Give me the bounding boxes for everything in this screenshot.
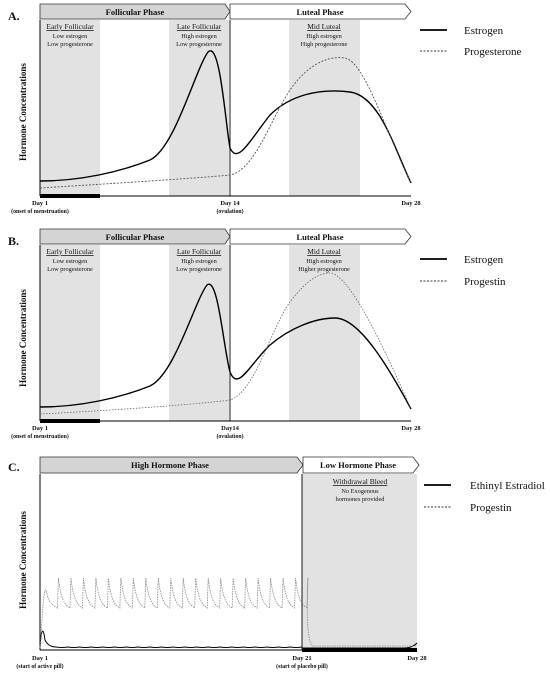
panel-a-tick-day1-sub: (onset of menstruation) <box>11 208 69 215</box>
panel-b-phase-follicular-label: Follicular Phase <box>106 232 165 242</box>
panel-b-tick-day28: Day 28 <box>401 425 421 432</box>
panel-c-phase-low <box>302 456 420 474</box>
panel-c-ethinyl-estradiol-curve <box>39 630 418 649</box>
panel-a-phase-luteal <box>229 3 412 20</box>
panel-a-band-early <box>40 20 100 196</box>
panel-a-band-early-line1: Low estrogen <box>53 33 88 40</box>
panel-b-phase-luteal-label: Luteal Phase <box>297 232 344 242</box>
panel-a-band-mid-line2: High progesterone <box>301 41 348 48</box>
panel-b-tick-day1-sub: (onset of menstruation) <box>11 433 69 440</box>
panel-b-band-late-line1: High estrogen <box>181 258 217 265</box>
panel-a-phase-follicular <box>39 3 231 20</box>
panel-a-band-mid <box>289 20 360 196</box>
panel-b-band-mid <box>289 245 360 421</box>
panel-b-label: B. <box>8 234 19 248</box>
panel-b-band-mid-title: Mid Luteal <box>307 247 341 256</box>
panel-b-band-late-line2: Low progesterone <box>176 266 222 273</box>
panel-a-tick-day14: Day 14 <box>220 200 240 207</box>
panel-b-band-mid-line1: High estrogen <box>306 258 342 265</box>
panel-c-ylabel: Hormone Concentrations <box>18 511 28 609</box>
panel-a-phase-luteal-label: Luteal Phase <box>297 7 344 17</box>
panel-a-phase-follicular-label: Follicular Phase <box>106 7 165 17</box>
panel-c-label: C. <box>8 460 20 474</box>
panel-c-progestin-curve <box>39 577 417 649</box>
panel-c-phase-high <box>39 456 304 474</box>
panel-b-tick-day14: Day14 <box>221 425 239 432</box>
panel-b-phase-luteal <box>229 228 412 245</box>
panel-a-progesterone-curve <box>39 57 412 189</box>
panel-b-band-late-title: Late Follicular <box>177 247 222 256</box>
panel-b-phase-follicular <box>39 228 231 245</box>
panel-a-band-late <box>169 20 229 196</box>
panel-b-progestin-curve <box>39 272 412 415</box>
panel-b-band-early-line2: Low progesterone <box>47 266 93 273</box>
panel-a-band-early-line2: Low progesterone <box>47 41 93 48</box>
panel-b-menses-bar <box>40 419 100 423</box>
panel-a-band-late-title: Late Follicular <box>177 22 222 31</box>
panel-a-legend-estrogen: Estrogen <box>464 25 504 37</box>
panel-a-band-late-line2: Low progesterone <box>176 41 222 48</box>
panel-b-band-early-title: Early Follicular <box>46 247 94 256</box>
panel-a-ylabel: Hormone Concentrations <box>18 63 28 161</box>
panel-b-tick-day14-sub: (ovulation) <box>216 433 243 440</box>
panel-c-legend-progestin: Progestin <box>470 502 512 514</box>
panel-a-tick-day14-sub: (ovulation) <box>216 208 243 215</box>
panel-c-phase-high-label: High Hormone Phase <box>131 460 209 470</box>
panel-b-legend-progestin: Progestin <box>464 276 506 288</box>
panel-c-band-withdrawal <box>302 474 417 650</box>
panel-c-tick-day1: Day 1 <box>32 655 48 662</box>
panel-c: C. Hormone Concentrations High Hormone P… <box>8 456 545 670</box>
panel-c-tick-day21: Day 21 <box>292 655 311 662</box>
panel-b-tick-day1: Day 1 <box>32 425 48 432</box>
panel-b: B. Hormone Concentrations Follicular Pha… <box>8 228 506 440</box>
panel-b-band-mid-line2: Higher progesterone <box>298 266 350 273</box>
panel-c-tick-day21-sub: (start of placebo pill) <box>276 663 328 670</box>
panel-a: A. Hormone Concentrations Follicular Pha… <box>8 3 522 215</box>
panel-b-band-early <box>40 245 100 421</box>
panel-a-tick-day28: Day 28 <box>401 200 421 207</box>
panel-a-menses-bar <box>40 194 100 198</box>
panel-c-placebo-bar <box>302 648 417 652</box>
panel-b-estrogen-curve <box>39 283 412 410</box>
panel-a-band-mid-title: Mid Luteal <box>307 22 341 31</box>
panel-a-legend-progesterone: Progesterone <box>464 46 522 58</box>
panel-c-tick-day28: Day 28 <box>407 655 427 662</box>
panel-c-band-title: Withdrawal Bleed <box>333 477 388 486</box>
panel-b-legend-estrogen: Estrogen <box>464 254 504 266</box>
panel-a-label: A. <box>8 9 20 23</box>
panel-b-ylabel: Hormone Concentrations <box>18 289 28 387</box>
panel-b-band-late <box>169 245 229 421</box>
panel-a-band-early-title: Early Follicular <box>46 22 94 31</box>
panel-c-band-line1: No Exogenous <box>341 488 379 495</box>
panel-a-estrogen-curve <box>39 50 412 184</box>
panel-a-tick-day1: Day 1 <box>32 200 48 207</box>
panel-c-legend-estradiol: Ethinyl Estradiol <box>470 480 545 492</box>
panel-b-band-early-line1: Low estrogen <box>53 258 88 265</box>
panel-c-phase-low-label: Low Hormone Phase <box>320 460 396 470</box>
panel-a-band-mid-line1: High estrogen <box>306 33 342 40</box>
panel-a-band-late-line1: High estrogen <box>181 33 217 40</box>
panel-c-tick-day1-sub: (start of active pill) <box>16 663 63 670</box>
panel-c-band-line2: hormones provided <box>336 496 386 503</box>
